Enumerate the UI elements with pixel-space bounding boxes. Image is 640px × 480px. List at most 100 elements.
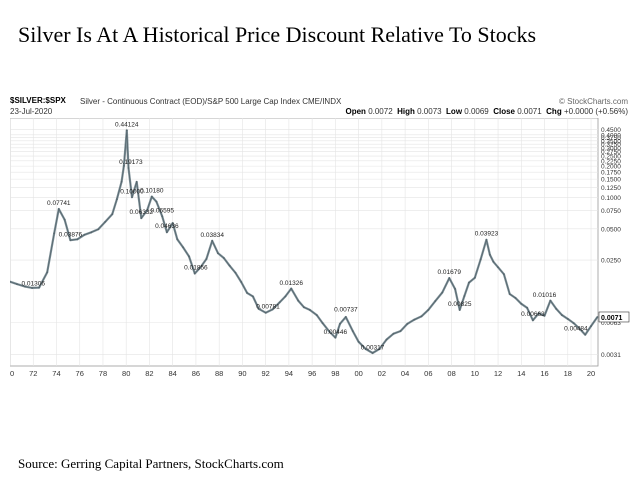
data-label: 0.06595 xyxy=(150,207,174,214)
series-point xyxy=(131,196,133,199)
x-tick-label: 16 xyxy=(540,369,548,378)
series-point xyxy=(413,318,416,321)
x-tick-label: 90 xyxy=(238,369,246,378)
last-value-label: 0.0071 xyxy=(601,315,623,322)
y-tick-label: 0.0031 xyxy=(601,352,621,359)
series-point xyxy=(205,258,208,260)
page-title: Silver Is At A Historical Price Discount… xyxy=(18,22,537,47)
series-point xyxy=(297,299,300,302)
series-point xyxy=(497,266,499,269)
series-point xyxy=(278,301,281,304)
data-label: 0.03923 xyxy=(475,231,499,238)
series-point xyxy=(193,272,196,275)
series-point xyxy=(561,314,563,317)
series-point xyxy=(578,327,581,330)
x-tick-label: 80 xyxy=(122,369,130,378)
data-label: 0.01679 xyxy=(438,269,462,276)
series-point xyxy=(76,238,79,241)
series-point xyxy=(357,340,360,343)
series-point xyxy=(406,322,409,325)
low-value: 0.0069 xyxy=(464,107,489,116)
series-point xyxy=(371,352,374,354)
series-point xyxy=(284,295,287,298)
series-point xyxy=(199,266,202,269)
series-point xyxy=(246,291,248,294)
data-label: 0.00825 xyxy=(448,301,472,308)
open-value: 0.0072 xyxy=(368,107,393,116)
series-point xyxy=(122,164,125,167)
symbol-text: $SILVER:$SPX xyxy=(10,96,66,105)
y-tick-label: 0.1250 xyxy=(601,185,621,192)
series-point xyxy=(161,215,164,218)
y-tick-label: 0.2250 xyxy=(601,158,621,165)
series-point xyxy=(364,348,367,350)
series-point xyxy=(165,231,168,234)
description-text: Silver - Continuous Contract (EOD)/S&P 5… xyxy=(80,97,300,106)
series-point xyxy=(240,281,243,283)
data-label: 0.10000 xyxy=(120,188,144,195)
data-label: 0.00781 xyxy=(256,304,280,311)
series-point xyxy=(441,291,444,294)
series-point xyxy=(155,200,158,203)
high-value: 0.0073 xyxy=(417,107,442,116)
data-label: 0.01326 xyxy=(279,280,303,287)
series-point xyxy=(549,299,552,302)
series-point xyxy=(392,332,395,335)
chg-value: +0.0000 (+0.56%) xyxy=(563,107,628,116)
series-point xyxy=(257,307,260,310)
series-point xyxy=(90,231,93,234)
x-tick-label: 04 xyxy=(401,369,409,378)
data-label: 0.00484 xyxy=(564,325,588,332)
data-label: 0.00317 xyxy=(361,344,385,351)
series-point xyxy=(271,308,274,311)
y-tick-label: 0.2750 xyxy=(601,149,621,156)
series-point xyxy=(489,253,491,256)
data-label: 0.01306 xyxy=(21,280,45,287)
y-tick-label: 0.3250 xyxy=(601,142,621,149)
high-label: High xyxy=(397,107,415,116)
chg-label: Chg xyxy=(546,107,562,116)
y-tick-label: 0.1000 xyxy=(601,195,621,202)
series-point xyxy=(378,348,381,350)
y-tick-label: 0.0063 xyxy=(601,320,621,327)
source-note: Source: Gerring Capital Partners, StockC… xyxy=(18,456,284,471)
data-label: 0.03834 xyxy=(200,232,224,239)
series-point xyxy=(10,280,11,283)
series-point xyxy=(290,287,293,290)
series-point xyxy=(188,255,190,258)
x-tick-label: 86 xyxy=(192,369,200,378)
series-point xyxy=(385,338,388,341)
y-tick-label: 0.1500 xyxy=(601,177,621,184)
series-point xyxy=(125,129,128,132)
open-label: Open xyxy=(345,107,366,116)
last-value-box xyxy=(598,311,630,323)
series-point xyxy=(53,232,56,235)
x-tick-label: 88 xyxy=(215,369,223,378)
series-point xyxy=(104,220,107,223)
data-label: 0.00737 xyxy=(334,306,358,313)
series-point xyxy=(502,273,505,276)
series-point xyxy=(596,316,599,318)
series-point xyxy=(463,295,466,297)
y-tick-label: 0.3000 xyxy=(601,145,621,152)
x-tick-label: 10 xyxy=(471,369,479,378)
data-label: 0.06332 xyxy=(130,209,154,216)
series-point xyxy=(69,239,72,242)
x-tick-label: 74 xyxy=(52,369,60,378)
series-point xyxy=(520,302,523,305)
x-tick-label: 92 xyxy=(261,369,269,378)
series-point xyxy=(543,314,546,317)
watermark: © StockCharts.com xyxy=(558,97,628,106)
x-tick-label: 20 xyxy=(587,369,595,378)
y-tick-label: 0.0750 xyxy=(601,208,621,215)
x-tick-label: 06 xyxy=(424,369,432,378)
series-point xyxy=(171,222,174,224)
x-tick-label: 84 xyxy=(169,369,177,378)
x-tick-label: 14 xyxy=(517,369,525,378)
series-point xyxy=(97,228,100,231)
chart-date: 23-Jul-2020 xyxy=(10,107,53,116)
series-point xyxy=(473,276,476,279)
series-point xyxy=(211,239,214,242)
series-point xyxy=(339,322,341,325)
data-label: 0.00663 xyxy=(521,311,545,318)
